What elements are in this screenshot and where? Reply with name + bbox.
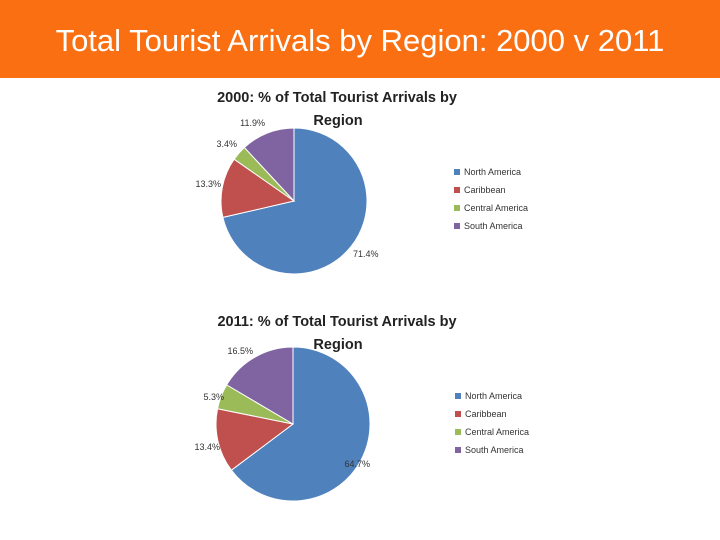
pie-slice-caribbean xyxy=(220,158,296,218)
pie-slice-south-america xyxy=(243,127,295,203)
legend-label-north-america: North America xyxy=(464,167,521,177)
chart-title-2000-line2: Region xyxy=(313,113,362,129)
pie-chart-2000-svg: 2000: % of Total Tourist Arrivals by Reg… xyxy=(195,90,528,275)
data-label-caribbean: 13.3% xyxy=(195,179,221,189)
chart-title-2011-line2: Region xyxy=(313,337,362,353)
chart-title-2011-line1: 2011: % of Total Tourist Arrivals by xyxy=(217,314,456,330)
legend-label-north-america: North America xyxy=(465,391,522,401)
data-label-north-america: 64.7% xyxy=(344,459,370,469)
pie-slice-north-america xyxy=(230,346,371,502)
legend-label-caribbean: Caribbean xyxy=(464,185,506,195)
pie-slices-2011 xyxy=(215,346,371,502)
legend-swatch-central-america xyxy=(454,205,460,211)
page-title: Total Tourist Arrivals by Region: 2000 v… xyxy=(55,23,665,58)
pie-chart-2011: 2011: % of Total Tourist Arrivals by Reg… xyxy=(190,308,535,518)
data-label-south-america: 11.9% xyxy=(240,118,265,128)
legend-swatch-caribbean xyxy=(455,411,461,417)
data-label-caribbean: 13.4% xyxy=(194,442,220,452)
legend-swatch-south-america xyxy=(454,223,460,229)
pie-labels-2011: 64.7% 13.4% 5.3% 16.5% xyxy=(194,346,370,469)
pie-slices-2000 xyxy=(220,127,368,275)
legend-label-central-america: Central America xyxy=(464,203,528,213)
legend-2000: North America Caribbean Central America Sou… xyxy=(454,167,528,231)
data-label-central-america: 5.3% xyxy=(203,392,224,402)
legend-label-central-america: Central America xyxy=(465,427,529,437)
legend-swatch-central-america xyxy=(455,429,461,435)
pie-slice-caribbean xyxy=(215,408,295,471)
legend-2011: North America Caribbean Central America Sou… xyxy=(455,391,529,455)
legend-swatch-north-america xyxy=(454,169,460,175)
legend-label-south-america: South America xyxy=(464,221,523,231)
data-label-central-america: 3.4% xyxy=(216,139,237,149)
pie-slice-north-america xyxy=(222,127,368,275)
legend-swatch-north-america xyxy=(455,393,461,399)
pie-chart-2000: 2000: % of Total Tourist Arrivals by Reg… xyxy=(190,85,535,297)
legend-swatch-south-america xyxy=(455,447,461,453)
pie-slice-south-america xyxy=(225,346,294,425)
legend-swatch-caribbean xyxy=(454,187,460,193)
title-banner xyxy=(0,0,720,78)
pie-chart-2011-svg: 2011: % of Total Tourist Arrivals by Reg… xyxy=(194,314,529,502)
pie-labels-2000: 71.4% 13.3% 3.4% 11.9% xyxy=(195,118,378,259)
legend-label-caribbean: Caribbean xyxy=(465,409,507,419)
data-label-north-america: 71.4% xyxy=(353,249,379,259)
data-label-south-america: 16.5% xyxy=(227,346,253,356)
chart-title-2000-line1: 2000: % of Total Tourist Arrivals by xyxy=(217,90,457,106)
legend-label-south-america: South America xyxy=(465,445,524,455)
